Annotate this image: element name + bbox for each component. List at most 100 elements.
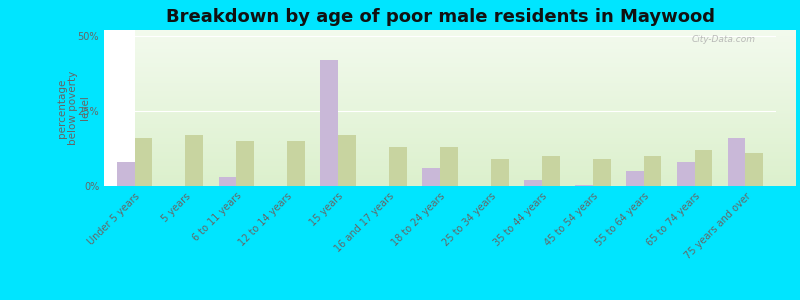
Bar [134,83,796,85]
Bar [134,125,796,127]
Y-axis label: percentage
below poverty
level: percentage below poverty level [57,71,90,145]
Bar [134,169,796,170]
Bar [134,156,796,158]
Bar [134,139,796,141]
Bar [134,117,796,119]
Bar [134,43,796,44]
Bar [134,116,796,117]
Bar [134,64,796,66]
Bar [134,130,796,131]
Bar [134,66,796,68]
Bar [134,38,796,39]
Bar [134,184,796,186]
Bar [134,114,796,116]
Bar [134,138,796,139]
Bar [338,135,356,186]
Bar [134,167,796,169]
Bar [134,99,796,100]
Bar [134,94,796,95]
Bar [134,144,796,146]
Bar [134,41,796,43]
Bar [134,110,796,111]
Bar [491,159,509,186]
Bar [134,36,796,38]
Bar [134,70,796,72]
Bar [134,85,796,86]
Bar [134,88,796,89]
Bar [134,142,796,144]
Bar [320,60,338,186]
Bar [134,180,796,181]
Bar [746,153,763,186]
Bar [134,150,796,152]
Bar [134,72,796,74]
Bar [134,86,796,88]
Bar [134,91,796,92]
Bar [134,131,796,133]
Bar [134,103,796,105]
Bar [440,147,458,186]
Bar [134,160,796,161]
Bar [524,180,542,186]
Bar [422,168,440,186]
Bar [134,175,796,177]
Bar [134,58,796,60]
Bar [134,69,796,70]
Bar [134,30,796,31]
Bar [134,100,796,102]
Bar [134,61,796,63]
Bar [542,156,560,186]
Bar [134,77,796,78]
Bar [626,171,644,186]
Bar [644,156,662,186]
Bar [134,52,796,53]
Bar [134,163,796,164]
Bar [134,47,796,49]
Bar [134,68,796,69]
Bar [134,178,796,180]
Bar [134,111,796,113]
Bar [134,102,796,103]
Bar [134,128,796,130]
Text: City-Data.com: City-Data.com [692,35,756,44]
Bar [134,153,796,155]
Bar [134,155,796,156]
Bar [236,141,254,186]
Bar [677,162,694,186]
Bar [134,63,796,64]
Bar [134,53,796,55]
Bar [134,92,796,94]
Bar [134,181,796,183]
Bar [134,39,796,41]
Bar [134,33,796,35]
Bar [134,95,796,97]
Bar [134,106,796,108]
Bar [134,121,796,122]
Bar [134,133,796,134]
Bar [134,119,796,121]
Bar [134,97,796,99]
Bar [134,124,796,125]
Bar [134,158,796,160]
Bar [134,172,796,173]
Bar [694,150,712,186]
Bar [134,161,796,163]
Bar [134,50,796,52]
Bar [134,35,796,36]
Bar [134,122,796,124]
Bar [134,164,796,166]
Bar [134,78,796,80]
Bar [134,170,796,172]
Bar [117,162,134,186]
Bar [134,113,796,114]
Bar [134,127,796,128]
Bar [134,44,796,46]
Bar [134,166,796,167]
Bar [593,159,610,186]
Bar [134,49,796,50]
Bar [134,152,796,153]
Bar [134,80,796,82]
Bar [134,146,796,147]
Bar [134,183,796,184]
Bar [134,46,796,47]
